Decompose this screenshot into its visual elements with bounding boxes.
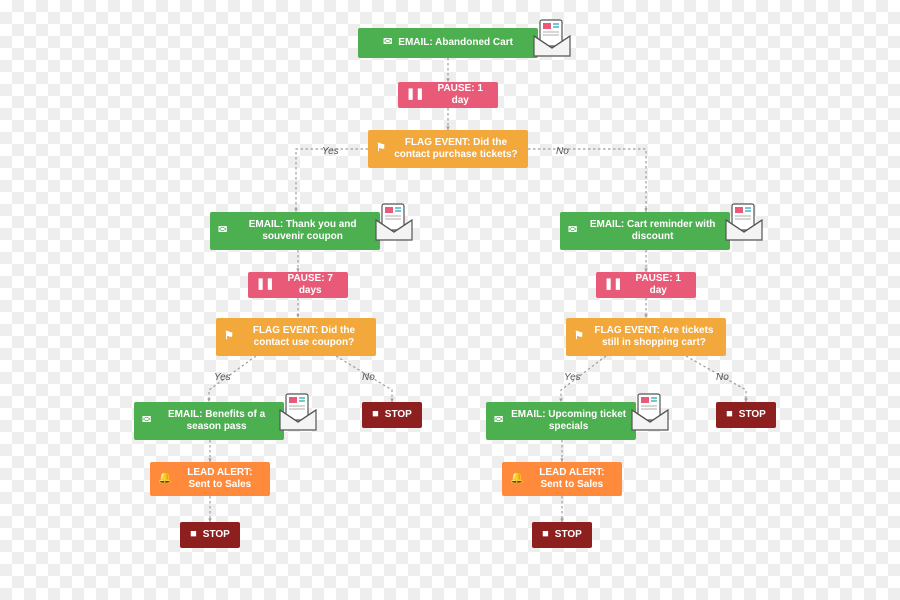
node-label: FLAG EVENT: Are tickets still in shoppin… bbox=[590, 325, 718, 350]
node-lead: 🔔 LEAD ALERT: Sent to Sales bbox=[150, 462, 270, 496]
node-email: ✉ EMAIL: Upcoming ticket specials bbox=[486, 402, 636, 440]
node-email: ✉ EMAIL: Abandoned Cart bbox=[358, 28, 538, 58]
envelope-icon: ✉ bbox=[142, 414, 151, 428]
envelope-icon: ✉ bbox=[383, 36, 392, 50]
edge bbox=[528, 149, 646, 212]
node-stop: ■ STOP bbox=[532, 522, 592, 548]
flag-icon: ⚑ bbox=[574, 330, 584, 344]
node-label: STOP bbox=[385, 409, 412, 422]
node-flag: ⚑ FLAG EVENT: Did the contact use coupon? bbox=[216, 318, 376, 356]
node-lead: 🔔 LEAD ALERT: Sent to Sales bbox=[502, 462, 622, 496]
node-label: STOP bbox=[203, 529, 230, 542]
mail-illustration-icon bbox=[628, 392, 672, 432]
branch-label: Yes bbox=[322, 146, 339, 157]
node-label: STOP bbox=[555, 529, 582, 542]
mail-illustration-icon bbox=[530, 18, 574, 58]
envelope-icon: ✉ bbox=[218, 224, 227, 238]
branch-label: Yes bbox=[564, 372, 581, 383]
node-label: EMAIL: Upcoming ticket specials bbox=[509, 409, 628, 434]
bell-icon: 🔔 bbox=[510, 472, 524, 486]
stop-icon: ■ bbox=[726, 408, 733, 422]
node-label: FLAG EVENT: Did the contact use coupon? bbox=[240, 325, 368, 350]
node-stop: ■ STOP bbox=[716, 402, 776, 428]
node-label: EMAIL: Thank you and souvenir coupon bbox=[233, 219, 372, 244]
flag-icon: ⚑ bbox=[376, 142, 386, 156]
node-label: FLAG EVENT: Did the contact purchase tic… bbox=[392, 137, 520, 162]
node-label: EMAIL: Abandoned Cart bbox=[398, 37, 513, 50]
branch-label: No bbox=[362, 372, 375, 383]
pause-icon: ❚❚ bbox=[604, 278, 622, 292]
node-label: LEAD ALERT: Sent to Sales bbox=[178, 467, 262, 492]
envelope-icon: ✉ bbox=[568, 224, 577, 238]
node-label: EMAIL: Cart reminder with discount bbox=[583, 219, 722, 244]
flowchart-canvas: Yes No Yes No Yes No ✉ EMAIL: Abandoned Cart ❚❚ P… bbox=[0, 0, 900, 600]
branch-label: No bbox=[716, 372, 729, 383]
node-pause: ❚❚ PAUSE: 1 day bbox=[398, 82, 498, 108]
node-flag: ⚑ FLAG EVENT: Are tickets still in shoppi… bbox=[566, 318, 726, 356]
bell-icon: 🔔 bbox=[158, 472, 172, 486]
node-label: EMAIL: Benefits of a season pass bbox=[157, 409, 276, 434]
node-label: LEAD ALERT: Sent to Sales bbox=[530, 467, 614, 492]
node-pause: ❚❚ PAUSE: 7 days bbox=[248, 272, 348, 298]
flag-icon: ⚑ bbox=[224, 330, 234, 344]
node-label: PAUSE: 1 day bbox=[628, 273, 688, 298]
node-label: PAUSE: 7 days bbox=[280, 273, 340, 298]
branch-label: Yes bbox=[214, 372, 231, 383]
mail-illustration-icon bbox=[722, 202, 766, 242]
node-email: ✉ EMAIL: Cart reminder with discount bbox=[560, 212, 730, 250]
mail-illustration-icon bbox=[372, 202, 416, 242]
pause-icon: ❚❚ bbox=[256, 278, 274, 292]
node-stop: ■ STOP bbox=[362, 402, 422, 428]
node-label: PAUSE: 1 day bbox=[430, 83, 490, 108]
envelope-icon: ✉ bbox=[494, 414, 503, 428]
mail-illustration-icon bbox=[276, 392, 320, 432]
edge bbox=[296, 149, 368, 212]
stop-icon: ■ bbox=[542, 528, 549, 542]
node-label: STOP bbox=[739, 409, 766, 422]
node-email: ✉ EMAIL: Benefits of a season pass bbox=[134, 402, 284, 440]
node-email: ✉ EMAIL: Thank you and souvenir coupon bbox=[210, 212, 380, 250]
stop-icon: ■ bbox=[372, 408, 379, 422]
branch-label: No bbox=[556, 146, 569, 157]
node-flag: ⚑ FLAG EVENT: Did the contact purchase ti… bbox=[368, 130, 528, 168]
pause-icon: ❚❚ bbox=[406, 88, 424, 102]
node-stop: ■ STOP bbox=[180, 522, 240, 548]
stop-icon: ■ bbox=[190, 528, 197, 542]
node-pause: ❚❚ PAUSE: 1 day bbox=[596, 272, 696, 298]
